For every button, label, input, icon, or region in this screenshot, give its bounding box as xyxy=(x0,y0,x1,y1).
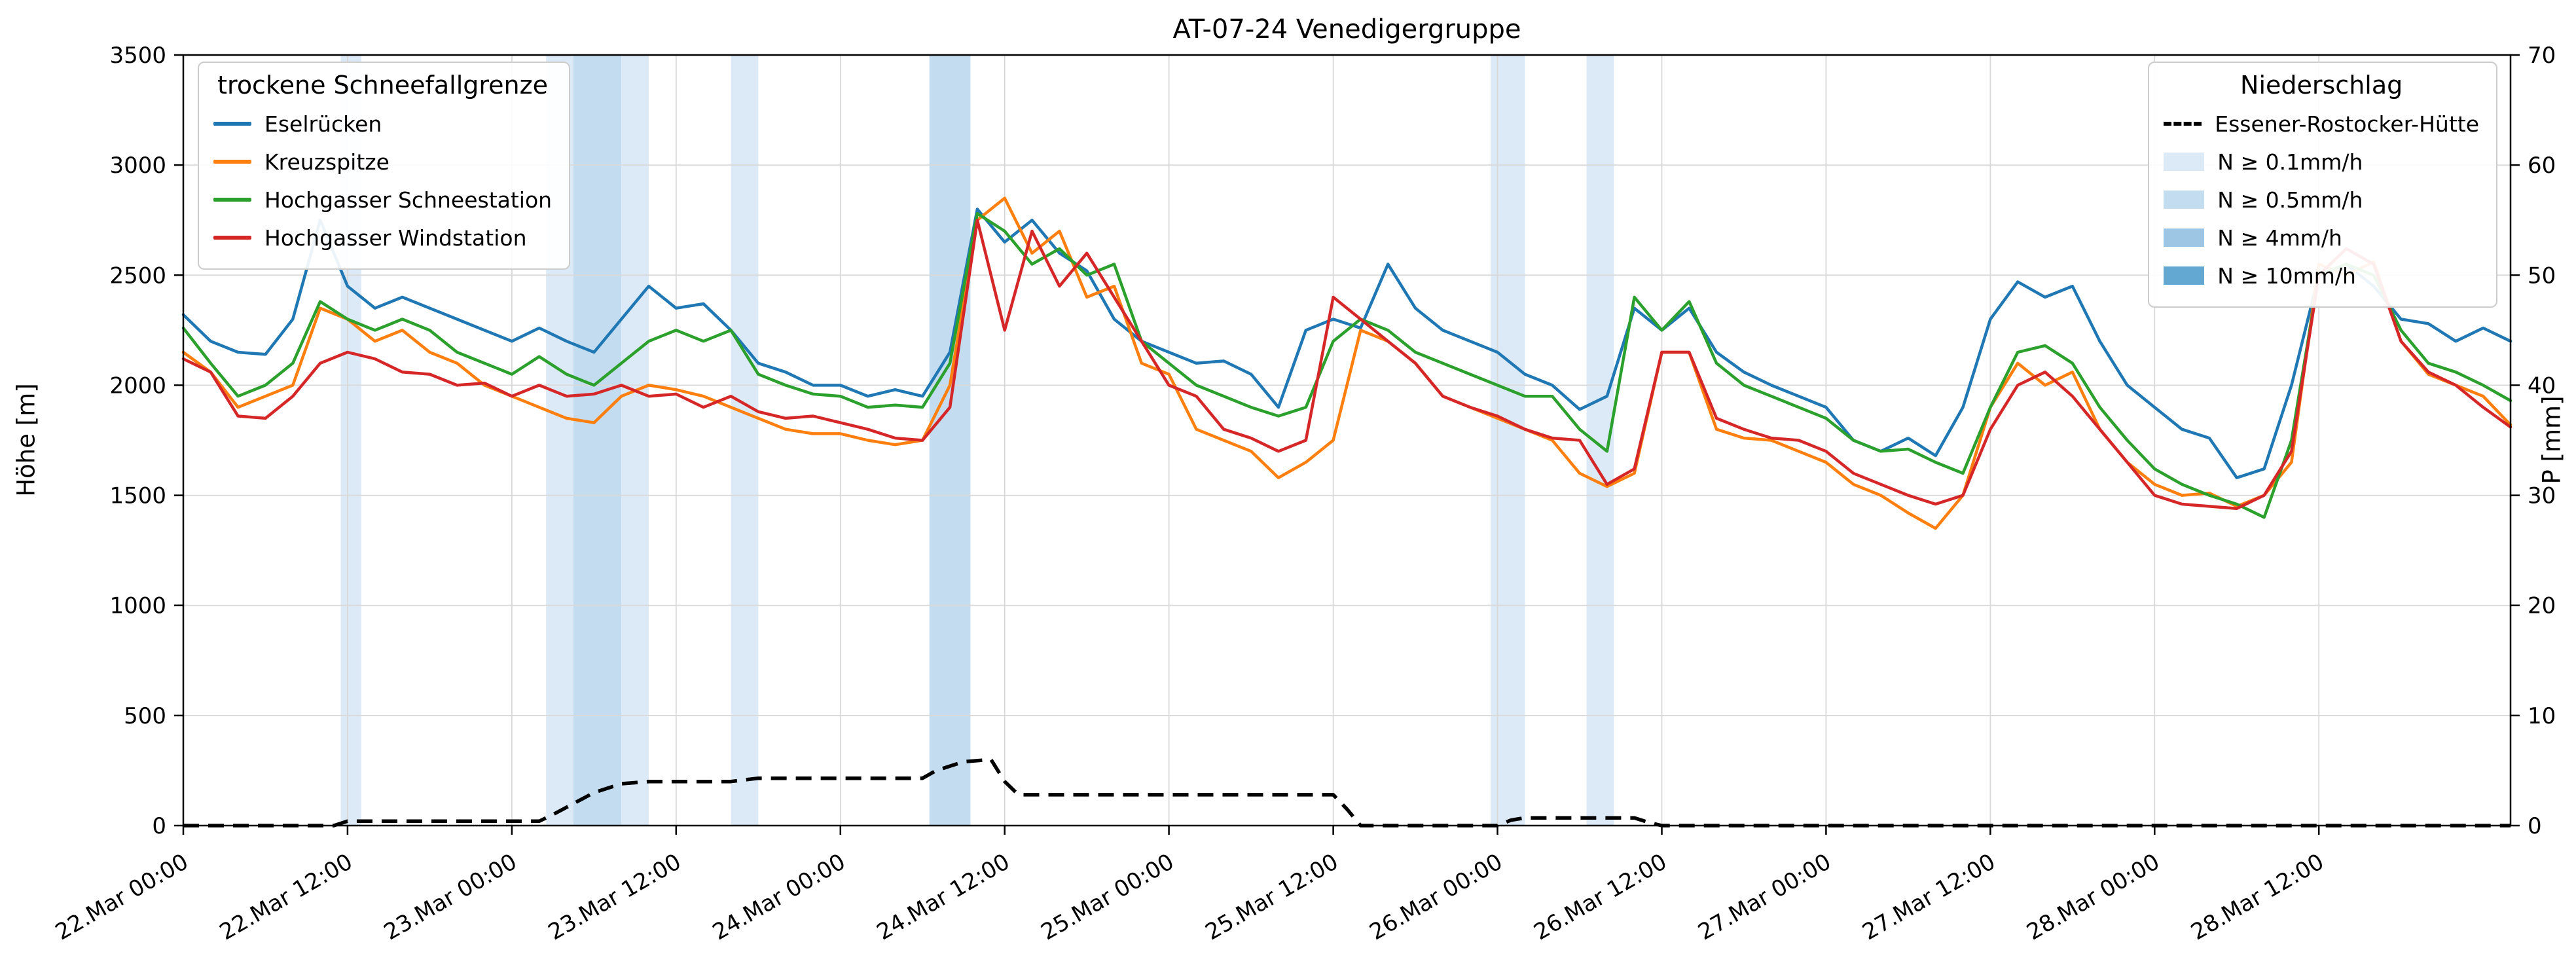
line-swatch-icon xyxy=(213,236,251,240)
legend-item: Hochgasser Schneestation xyxy=(213,181,552,219)
series-lines xyxy=(181,196,2513,530)
legend-precip: Niederschlag Essener-Rostocker-Hütte N ≥… xyxy=(2148,62,2497,308)
svg-text:28.Mar 00:00: 28.Mar 00:00 xyxy=(2022,848,2164,945)
line-swatch-icon xyxy=(213,198,251,202)
svg-text:20: 20 xyxy=(2528,593,2556,619)
fill-swatch-icon xyxy=(2164,153,2205,171)
legend-item: N ≥ 0.5mm/h xyxy=(2164,181,2479,219)
plot-border xyxy=(182,54,2512,827)
svg-text:27.Mar 00:00: 27.Mar 00:00 xyxy=(1694,848,1836,945)
precip-line xyxy=(183,757,2511,828)
legend-item-label: Essener-Rostocker-Hütte xyxy=(2215,111,2479,137)
svg-text:50: 50 xyxy=(2528,263,2556,289)
svg-text:26.Mar 12:00: 26.Mar 12:00 xyxy=(1529,848,1671,945)
legend-item: Eselrücken xyxy=(213,105,552,143)
legend-item-label: Kreuzspitze xyxy=(264,149,390,175)
legend-item: N ≥ 4mm/h xyxy=(2164,219,2479,257)
legend-item-label: N ≥ 4mm/h xyxy=(2217,225,2342,251)
legend-item-label: Hochgasser Windstation xyxy=(264,225,527,251)
svg-text:26.Mar 00:00: 26.Mar 00:00 xyxy=(1365,848,1507,945)
svg-text:500: 500 xyxy=(124,703,166,729)
fill-swatch-icon xyxy=(2164,228,2205,247)
line-swatch-icon xyxy=(213,122,251,126)
legend-item: Hochgasser Windstation xyxy=(213,219,552,257)
svg-text:25.Mar 00:00: 25.Mar 00:00 xyxy=(1036,848,1178,945)
legend-snowline-title: trockene Schneefallgrenze xyxy=(217,71,548,100)
fill-swatch-icon xyxy=(2164,266,2205,285)
line-swatch-icon xyxy=(213,160,251,164)
svg-text:22.Mar 00:00: 22.Mar 00:00 xyxy=(51,848,193,945)
svg-text:1000: 1000 xyxy=(109,593,166,619)
legend-item: Essener-Rostocker-Hütte xyxy=(2164,105,2479,143)
legend-item: N ≥ 10mm/h xyxy=(2164,257,2479,295)
svg-text:24.Mar 12:00: 24.Mar 12:00 xyxy=(873,848,1015,945)
y-axis-label-left: Höhe [m] xyxy=(12,383,41,497)
svg-text:2000: 2000 xyxy=(109,373,166,399)
series-line xyxy=(181,218,2513,510)
chart-title: AT-07-24 Venedigergruppe xyxy=(1172,14,1521,45)
y-axis-label-right: P [mm] xyxy=(2537,395,2566,484)
svg-text:2500: 2500 xyxy=(109,263,166,289)
svg-text:25.Mar 12:00: 25.Mar 12:00 xyxy=(1201,848,1343,945)
legend-item-label: N ≥ 0.5mm/h xyxy=(2217,187,2363,213)
legend-item-label: Hochgasser Schneestation xyxy=(264,187,553,213)
legend-precip-title: Niederschlag xyxy=(2240,71,2403,100)
legend-item-label: N ≥ 10mm/h xyxy=(2217,263,2356,289)
svg-text:70: 70 xyxy=(2528,43,2556,69)
svg-text:23.Mar 12:00: 23.Mar 12:00 xyxy=(544,848,686,945)
svg-text:60: 60 xyxy=(2528,153,2556,179)
svg-text:10: 10 xyxy=(2528,703,2556,729)
fill-swatch-icon xyxy=(2164,191,2205,209)
legend-item-label: N ≥ 0.1mm/h xyxy=(2217,149,2363,175)
svg-text:24.Mar 00:00: 24.Mar 00:00 xyxy=(708,848,850,945)
svg-text:28.Mar 12:00: 28.Mar 12:00 xyxy=(2186,848,2329,945)
y-axis-left: 0 500 1000 1500 2000 2500 3000 3500 xyxy=(109,43,183,839)
svg-text:27.Mar 12:00: 27.Mar 12:00 xyxy=(1858,848,2000,945)
svg-text:30: 30 xyxy=(2528,483,2556,509)
legend-item: N ≥ 0.1mm/h xyxy=(2164,143,2479,181)
series-line xyxy=(181,211,2513,519)
svg-text:1500: 1500 xyxy=(109,483,166,509)
svg-text:22.Mar 12:00: 22.Mar 12:00 xyxy=(215,848,357,945)
series-line xyxy=(181,208,2513,479)
legend-snowline: trockene Schneefallgrenze Eselrücken Kre… xyxy=(198,62,571,270)
svg-text:40: 40 xyxy=(2528,373,2556,399)
dashed-line-swatch-icon xyxy=(2164,122,2202,126)
svg-text:23.Mar 00:00: 23.Mar 00:00 xyxy=(380,848,522,945)
legend-item: Kreuzspitze xyxy=(213,143,552,181)
y-axis-right: 0 10 20 30 40 50 60 70 xyxy=(2511,43,2556,839)
svg-text:0: 0 xyxy=(152,813,166,839)
svg-text:0: 0 xyxy=(2528,813,2542,839)
x-axis: 22.Mar 00:00 22.Mar 12:00 23.Mar 00:00 23.M… xyxy=(51,826,2329,945)
legend-item-label: Eselrücken xyxy=(264,111,382,137)
svg-text:3500: 3500 xyxy=(109,43,166,69)
svg-text:3000: 3000 xyxy=(109,153,166,179)
